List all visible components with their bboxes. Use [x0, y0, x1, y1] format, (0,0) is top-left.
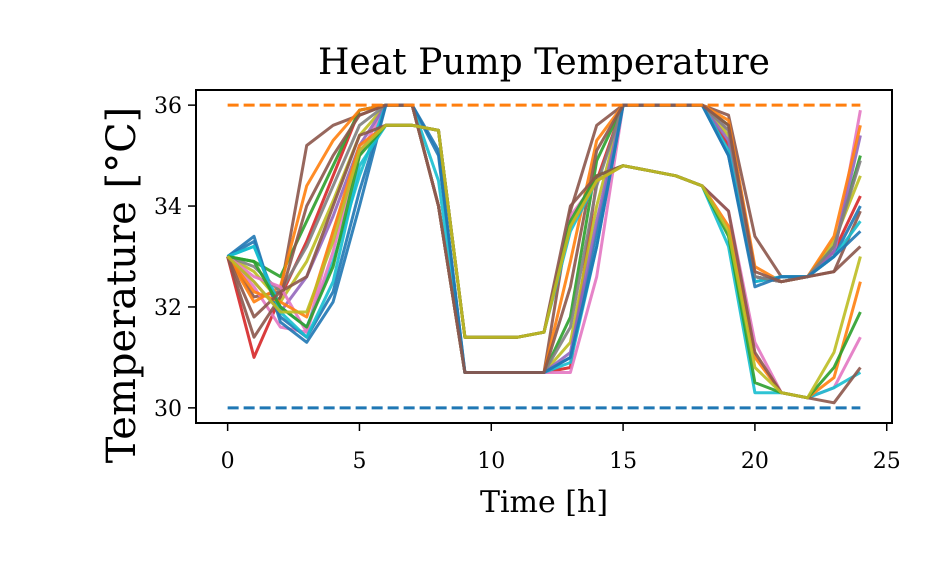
- y-axis: 30 32 34 36: [154, 94, 196, 422]
- x-tick-label: 25: [873, 449, 901, 474]
- reference-lines: [227, 103, 861, 410]
- x-axis-label: Time [h]: [480, 485, 608, 520]
- x-tick-label: 15: [609, 449, 637, 474]
- x-tick-label: 20: [741, 449, 769, 474]
- x-tick-label: 0: [221, 449, 235, 474]
- x-tick-label: 5: [352, 449, 366, 474]
- series-line-15: [226, 123, 862, 400]
- y-tick-label: 36: [154, 94, 182, 119]
- chart-title: Heat Pump Temperature: [318, 42, 770, 83]
- series-layer: [226, 103, 862, 405]
- series-line-12: [226, 103, 862, 374]
- y-axis-label: Temperature [°C]: [99, 107, 145, 464]
- y-tick-label: 30: [154, 397, 182, 422]
- x-axis: 0 5 10 15 20 25: [221, 423, 901, 474]
- x-tick-label: 10: [477, 449, 505, 474]
- y-tick-label: 34: [154, 195, 182, 220]
- series-line-18: [226, 123, 862, 400]
- y-tick-label: 32: [154, 296, 182, 321]
- plot-frame: [195, 89, 893, 424]
